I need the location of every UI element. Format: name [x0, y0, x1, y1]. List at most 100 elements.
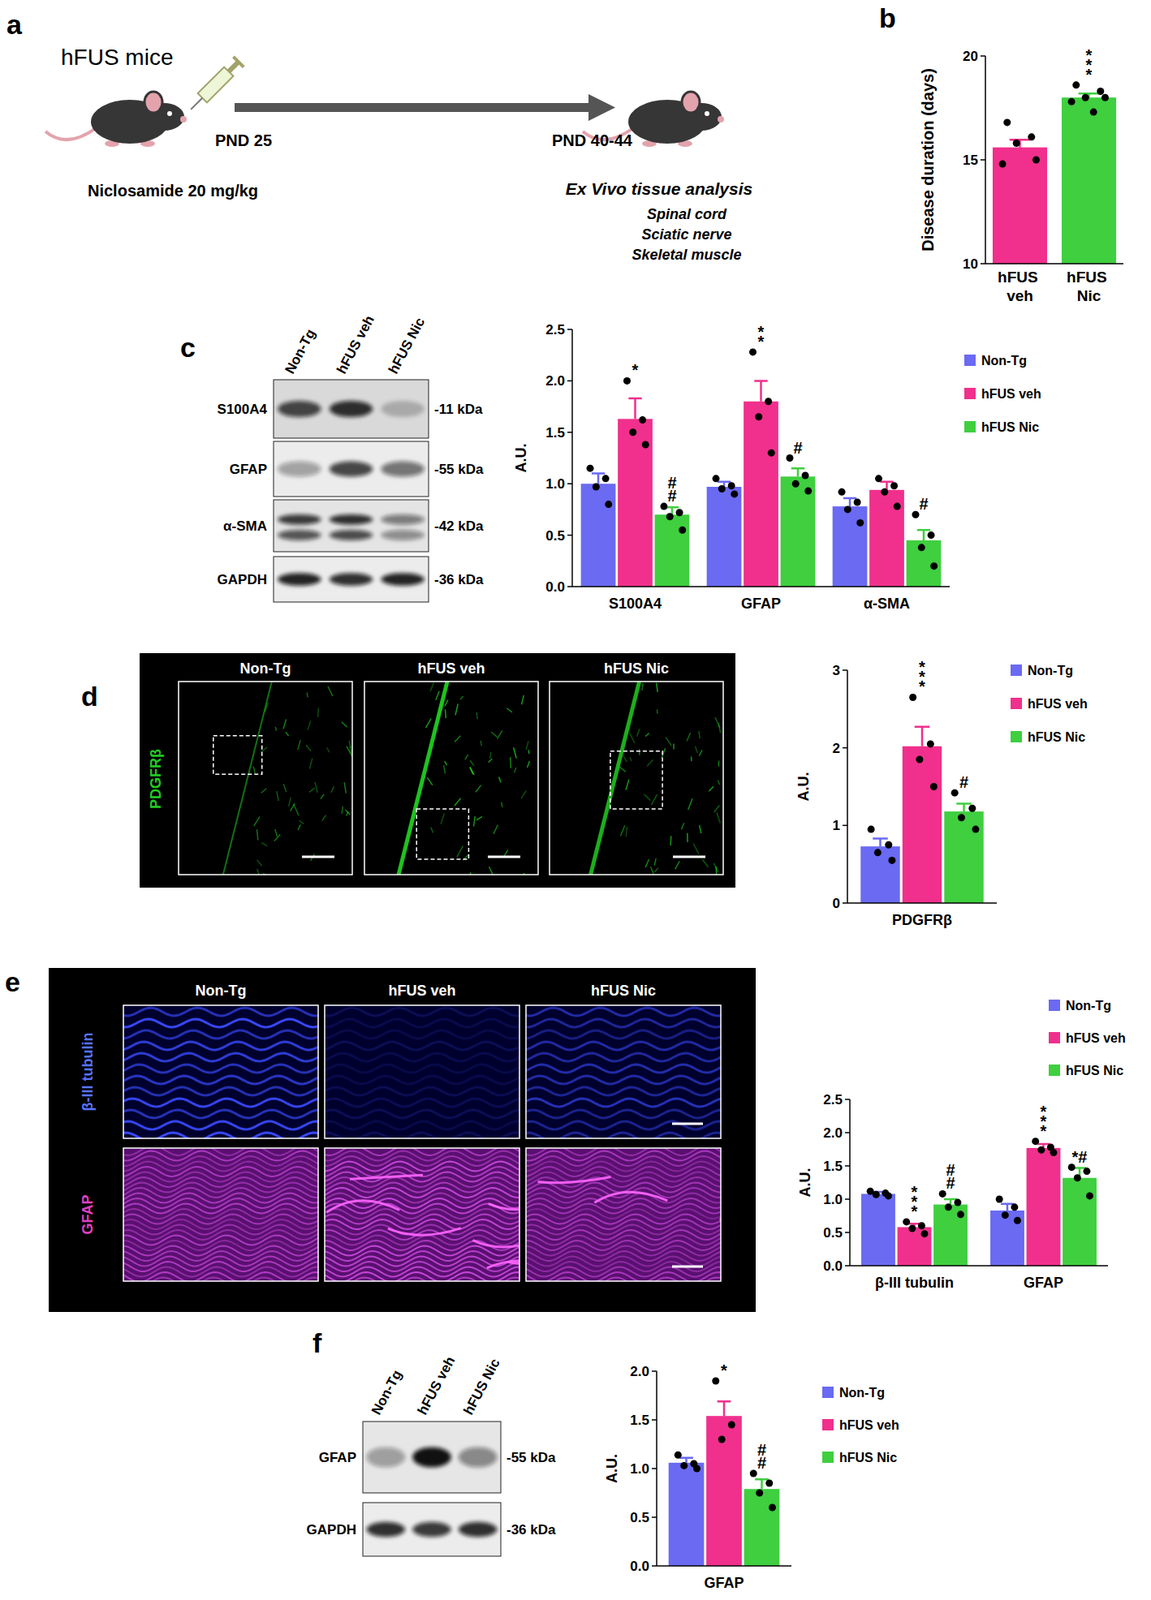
fiber — [123, 1110, 319, 1119]
panel-label: f — [312, 1327, 323, 1359]
significance-char: * — [918, 658, 926, 677]
speckle — [297, 824, 301, 831]
data-point — [957, 1211, 965, 1219]
data-point — [918, 1222, 926, 1230]
speckle — [309, 758, 312, 770]
fiber — [324, 1236, 520, 1246]
data-point — [1082, 1168, 1091, 1176]
data-point — [880, 488, 889, 496]
schematic-title: hFUS mice — [60, 44, 173, 70]
data-point — [792, 480, 800, 488]
y-tick-label: 2.5 — [545, 322, 565, 338]
speckle — [688, 798, 693, 811]
speckle — [283, 784, 286, 793]
x-tick-label-line: hFUS — [997, 268, 1043, 286]
speckle — [521, 695, 525, 705]
speckle — [528, 750, 531, 755]
speckle — [331, 786, 334, 794]
y-tick-label: 2.0 — [629, 1364, 650, 1380]
fiber — [525, 1230, 721, 1241]
blot-bands — [366, 1448, 498, 1469]
speckle — [480, 741, 482, 746]
bar — [617, 418, 653, 587]
column-title: hFUS veh — [417, 660, 485, 677]
blot-band — [329, 530, 373, 541]
speckle — [299, 820, 305, 824]
speckle — [444, 761, 448, 766]
blot-band — [380, 514, 424, 526]
scale-bar — [672, 856, 706, 859]
legend-swatch — [1048, 1032, 1061, 1044]
y-tick-label: 1.0 — [823, 1192, 843, 1208]
legend-swatch — [1010, 664, 1022, 677]
reactive-process — [508, 1252, 520, 1265]
schematic-text: Niclosamide 20 mg/kg — [87, 181, 259, 200]
data-point — [749, 348, 757, 356]
speckle — [285, 732, 289, 737]
data-point — [890, 482, 898, 490]
legend-label: Non-Tg — [1027, 663, 1074, 678]
bar — [1061, 97, 1117, 264]
plot-area — [861, 1138, 1097, 1267]
fiber — [123, 1133, 319, 1139]
significance: # — [959, 773, 969, 792]
y-tick-label: 2.0 — [545, 373, 565, 389]
significance: * — [632, 361, 639, 380]
fiber — [123, 1262, 319, 1272]
speckle — [474, 816, 476, 828]
blot-bands — [277, 573, 425, 587]
y-tick-label: 1.0 — [545, 476, 565, 492]
y-tick-label: 3 — [832, 663, 841, 679]
fiber — [525, 1099, 721, 1108]
data-point — [1032, 156, 1040, 164]
speckle — [344, 782, 346, 794]
speckle — [698, 750, 703, 756]
speckle — [314, 782, 318, 794]
significance: ## — [945, 1161, 955, 1193]
data-point — [971, 826, 979, 834]
speckle — [675, 861, 680, 870]
micrograph — [398, 681, 530, 876]
y-tick — [844, 1165, 850, 1168]
y-tick — [567, 482, 573, 485]
data-point — [801, 472, 810, 480]
fiber — [324, 1121, 520, 1130]
data-point — [939, 1190, 947, 1199]
y-axis-label: A.U. — [512, 444, 530, 474]
bar — [992, 147, 1048, 264]
bar — [933, 1205, 968, 1267]
legend-swatch — [1010, 731, 1022, 743]
speckle — [646, 759, 653, 767]
panel-border — [178, 681, 353, 876]
blot-strip — [273, 379, 429, 439]
speckle — [493, 825, 498, 835]
y-tick-label: 1.5 — [629, 1413, 650, 1429]
speckle — [476, 712, 478, 720]
speckle — [629, 757, 632, 762]
speckle — [716, 812, 720, 824]
speckle — [699, 825, 702, 834]
blot-bands — [366, 1522, 498, 1538]
speckle — [694, 746, 698, 754]
x-tick-label: GFAP — [703, 1575, 744, 1592]
y-tick — [651, 1419, 657, 1422]
mouse-nose — [717, 116, 725, 123]
x-axis — [849, 1265, 1108, 1268]
data-point — [915, 756, 923, 764]
micrograph-frame — [48, 968, 756, 1313]
significance-char: * — [758, 323, 765, 341]
panel-label: d — [81, 681, 99, 712]
y-tick-label: 0.5 — [629, 1510, 650, 1527]
data-point — [884, 841, 893, 850]
speckle — [276, 791, 279, 802]
bar — [706, 487, 742, 587]
size-label: -11 kDa — [434, 401, 483, 418]
speckle — [469, 767, 475, 776]
legend-label: hFUS veh — [1065, 1031, 1126, 1046]
blot-band — [366, 1522, 406, 1538]
mouse-ear — [681, 91, 700, 113]
plot-area — [860, 694, 983, 904]
y-tick-label: 0.0 — [823, 1258, 843, 1275]
speckle — [344, 810, 350, 815]
data-point — [1086, 1192, 1094, 1200]
